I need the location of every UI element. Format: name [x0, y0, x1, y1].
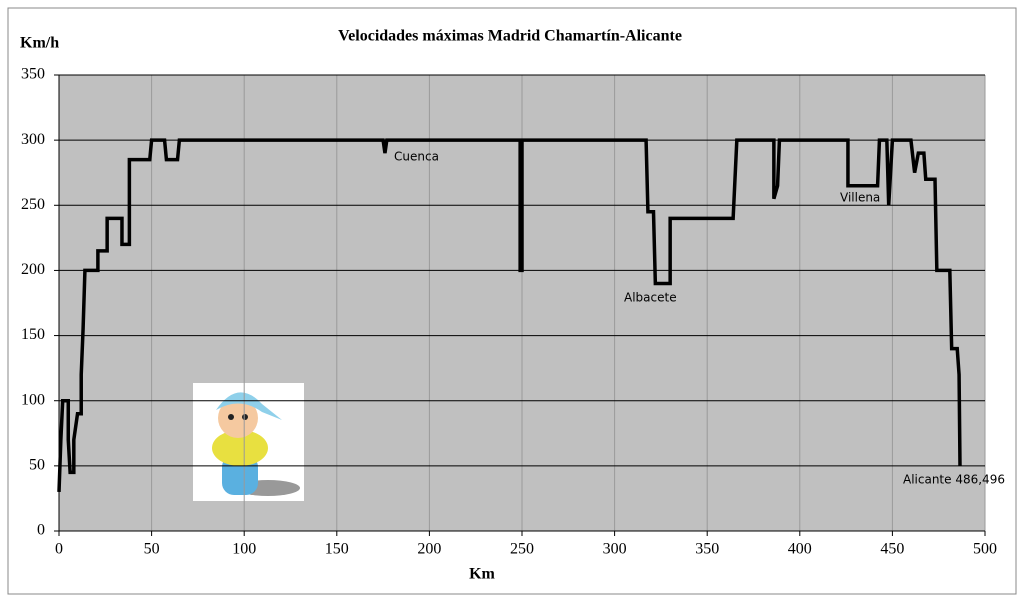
y-tick-label: 50	[29, 457, 45, 474]
chart-title: Velocidades máximas Madrid Chamartín-Ali…	[338, 28, 682, 45]
annotation: Alicante 486,496	[903, 473, 1005, 487]
y-tick-label: 100	[21, 391, 45, 408]
x-tick-label: 450	[880, 541, 904, 558]
x-tick-label: 50	[144, 541, 160, 558]
y-tick-label: 300	[21, 131, 45, 148]
x-tick-label: 350	[695, 541, 719, 558]
x-axis-label: Km	[469, 566, 495, 583]
mascot-image	[193, 383, 304, 501]
y-tick-label: 350	[21, 66, 45, 83]
annotation: Albacete	[624, 291, 677, 305]
annotation: Villena	[840, 191, 880, 205]
y-tick-label: 150	[21, 326, 45, 343]
y-tick-label: 200	[21, 261, 45, 278]
y-axis-label: Km/h	[20, 35, 59, 52]
y-tick-label: 0	[37, 522, 45, 539]
annotation: Cuenca	[394, 150, 439, 164]
x-tick-label: 400	[788, 541, 812, 558]
x-tick-label: 250	[510, 541, 534, 558]
speed-line	[57, 138, 962, 492]
x-tick-label: 100	[232, 541, 256, 558]
x-tick-label: 300	[603, 541, 627, 558]
x-tick-label: 500	[973, 541, 997, 558]
x-tick-label: 150	[325, 541, 349, 558]
x-tick-label: 200	[417, 541, 441, 558]
x-tick-label: 0	[55, 541, 63, 558]
y-tick-label: 250	[21, 196, 45, 213]
